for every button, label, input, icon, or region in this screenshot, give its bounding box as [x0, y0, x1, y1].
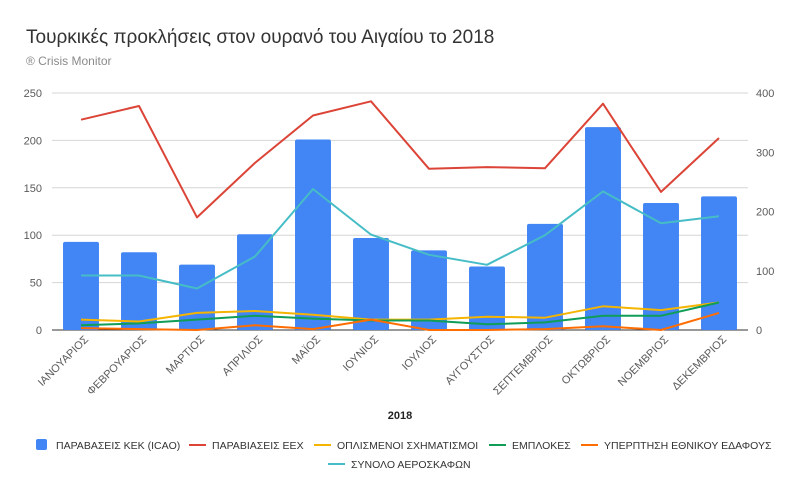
legend-label: ΥΠΕΡΠΤΗΣΗ ΕΘΝΙΚΟΥ ΕΔΑΦΟΥΣ [604, 440, 772, 452]
bar-series [63, 127, 737, 331]
bar [701, 196, 737, 330]
legend-swatch [36, 439, 47, 450]
x-tick-label: ΝΟΕΜΒΡΙΟΣ [616, 334, 671, 389]
x-tick-label: ΙΟΥΛΙΟΣ [400, 334, 439, 373]
series-line-group [80, 311, 720, 331]
legend: ΠΑΡΑΒΑΣΕΙΣ ΚΕΚ (ICAO) ΠΑΡΑΒΙΑΣΕΙΣ ΕΕΧ ΟΠΛΙ… [36, 439, 772, 471]
right-axis: 0 100 200 300 400 [756, 88, 774, 337]
bar [527, 223, 563, 330]
series-line-group [80, 301, 720, 323]
legend-label: ΟΠΛΙΣΜΕΝΟΙ ΣΧΗΜΑΤΙΣΜΟΙ [337, 440, 478, 452]
legend-item: ΠΑΡΑΒΙΑΣΕΙΣ ΕΕΧ [189, 440, 304, 452]
legend-item: ΠΑΡΑΒΑΣΕΙΣ ΚΕΚ (ICAO) [36, 439, 180, 452]
left-tick-label: 200 [24, 135, 42, 147]
series-line-group [80, 301, 720, 327]
x-tick-label: ΣΕΠΤΕΜΒΡΙΟΣ [491, 333, 555, 397]
x-tick-label: ΑΥΓΟΥΣΤΟΣ [443, 334, 497, 388]
bar [411, 250, 447, 330]
x-tick-label: ΜΑΡΤΙΟΣ [164, 333, 207, 376]
x-tick-label: ΑΠΡΙΛΙΟΣ [220, 333, 265, 378]
bar [643, 202, 679, 330]
bar [121, 252, 157, 330]
right-tick-label: 0 [756, 325, 762, 337]
series-line [81, 188, 720, 290]
series-line [80, 301, 720, 327]
series-line-group [80, 188, 720, 290]
x-tick-label: ΜΑΪΟΣ [290, 334, 323, 367]
bar [585, 127, 621, 331]
right-tick-label: 200 [756, 207, 774, 219]
x-tick-label: ΦΕΒΡΟΥΑΡΙΟΣ [85, 334, 149, 398]
left-tick-label: 250 [24, 88, 42, 100]
x-tick-label: ΙΟΥΝΙΟΣ [341, 333, 381, 373]
x-tick-label: ΟΚΤΩΒΡΙΟΣ [560, 334, 614, 388]
legend-label: ΕΜΠΛΟΚΕΣ [512, 440, 571, 452]
chart-title: Τουρκικές προκλήσεις στον ουρανό του Αιγ… [26, 27, 494, 48]
legend-item: ΟΠΛΙΣΜΕΝΟΙ ΣΧΗΜΑΤΙΣΜΟΙ [314, 440, 478, 452]
chart-subtitle: ® Crisis Monitor [26, 54, 112, 68]
right-tick-label: 400 [756, 88, 774, 100]
legend-label: ΣΥΝΟΛΟ ΑΕΡΟΣΚΑΦΩΝ [351, 459, 471, 471]
series-line [80, 301, 720, 323]
left-tick-label: 150 [24, 183, 42, 195]
bar [353, 238, 389, 330]
bar [237, 234, 273, 330]
legend-label: ΠΑΡΑΒΑΣΕΙΣ ΚΕΚ (ICAO) [56, 440, 180, 452]
x-tick-label: ΔΕΚΕΜΒΡΙΟΣ [670, 333, 729, 392]
line-series [80, 100, 720, 331]
left-tick-label: 0 [36, 325, 42, 337]
series-line-group [80, 100, 720, 219]
bar [295, 139, 331, 330]
bar [469, 266, 505, 330]
x-axis-title: 2018 [388, 410, 412, 422]
x-tick-label: ΙΑΝΟΥΑΡΙΟΣ [36, 334, 91, 389]
legend-item: ΣΥΝΟΛΟ ΑΕΡΟΣΚΑΦΩΝ [328, 459, 471, 471]
legend-label: ΠΑΡΑΒΙΑΣΕΙΣ ΕΕΧ [212, 440, 304, 452]
legend-item: ΕΜΠΛΟΚΕΣ [489, 440, 571, 452]
bar [63, 241, 99, 330]
right-tick-label: 300 [756, 147, 774, 159]
legend-item: ΥΠΕΡΠΤΗΣΗ ΕΘΝΙΚΟΥ ΕΔΑΦΟΥΣ [581, 440, 772, 452]
right-tick-label: 100 [756, 266, 774, 278]
left-tick-label: 50 [30, 278, 42, 290]
series-line [80, 100, 720, 219]
left-tick-label: 100 [24, 230, 42, 242]
series-line [80, 311, 720, 331]
left-axis: 0 50 100 150 200 250 [24, 88, 42, 337]
